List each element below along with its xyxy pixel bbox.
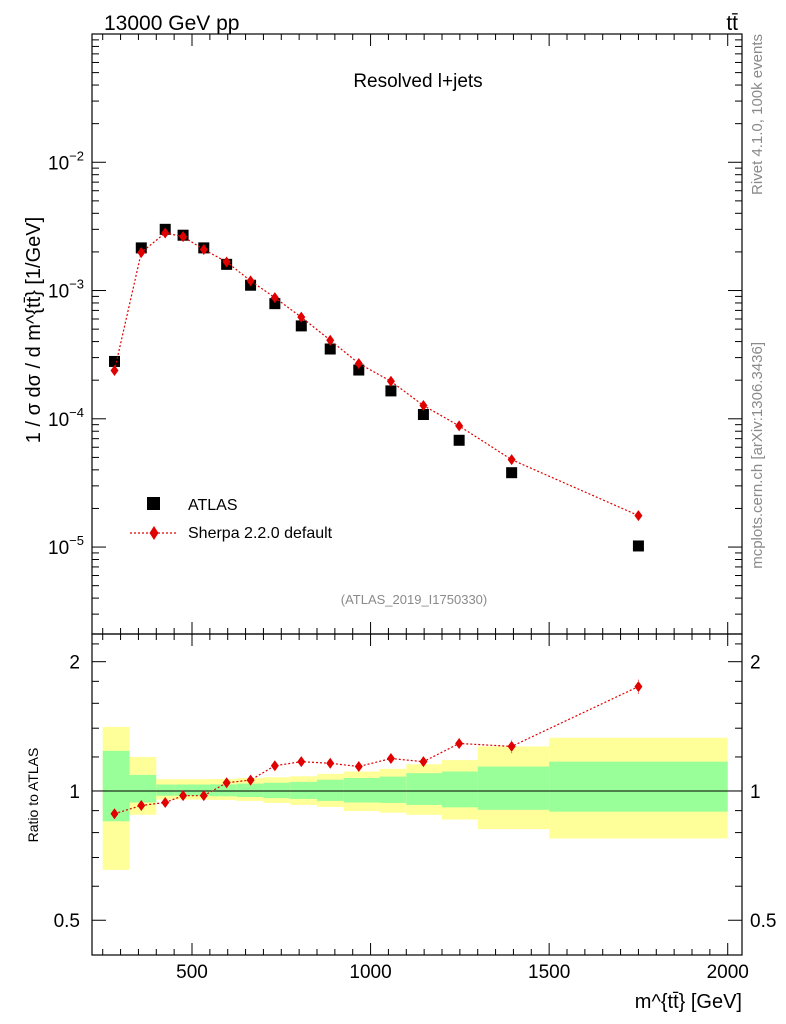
rivet-label: Rivet 4.1.0, 100k events: [749, 34, 766, 195]
atlas-data-point: [417, 409, 429, 421]
y-tick-label: 10−3: [48, 277, 84, 303]
sherpa-ratio-point: [179, 790, 188, 802]
stat-uncertainty-band: [477, 766, 550, 810]
stat-uncertainty-band: [379, 776, 407, 803]
sherpa-point: [137, 246, 146, 258]
legend-sherpa-marker: [149, 526, 159, 540]
atlas-data-point: [109, 355, 120, 367]
atlas-data-point: [632, 540, 644, 552]
x-tick-label: 2000: [707, 962, 749, 983]
legend-sherpa-label: Sherpa 2.2.0 default: [188, 525, 333, 542]
y-tick-label: 10−5: [48, 533, 84, 559]
ratio-frame: [91, 633, 743, 956]
atlas-data-point: [453, 434, 465, 446]
main-panel: Resolved l+jets (ATLAS_2019_I1750330) 1 …: [23, 33, 743, 635]
plot-title: Resolved l+jets: [353, 71, 482, 92]
sherpa-ratio-point: [419, 756, 428, 768]
sherpa-point: [634, 510, 643, 522]
sherpa-point: [179, 231, 188, 243]
analysis-watermark: (ATLAS_2019_I1750330): [341, 592, 487, 607]
sherpa-point: [419, 399, 428, 411]
process-label: tt̄: [726, 12, 738, 35]
y-axis-label: 1 / σ dσ / d m^{tt̄} [1/GeV]: [23, 217, 45, 443]
sherpa-ratio-point: [455, 737, 464, 749]
sherpa-ratio-point: [246, 774, 255, 786]
atlas-data-point: [353, 364, 365, 376]
stat-uncertainty-band: [343, 777, 380, 803]
legend: ATLAS Sherpa 2.2.0 default: [130, 497, 333, 542]
sherpa-point: [297, 311, 306, 323]
atlas-data-point: [385, 385, 397, 397]
stat-uncertainty-band: [549, 761, 728, 812]
sherpa-ratio-point: [137, 800, 146, 812]
sherpa-line: [113, 232, 639, 517]
sherpa-ratio-point: [297, 756, 306, 768]
stat-uncertainty-band: [174, 784, 192, 796]
sherpa-point: [199, 243, 208, 255]
x-tick-label: 500: [176, 962, 208, 983]
sherpa-point: [386, 375, 395, 387]
ratio-y-tick-label: 1: [69, 782, 80, 803]
ratio-y-axis-label: Ratio to ATLAS: [25, 748, 41, 843]
x-tick-label: 1000: [349, 962, 391, 983]
ratio-y-tick-label-right: 2: [750, 653, 761, 674]
ratio-panel: Ratio to ATLAS m^{tt̄} [GeV] 500 1000 1500…: [25, 633, 776, 1013]
stat-uncertainty-band: [156, 784, 175, 796]
sherpa-point: [246, 275, 255, 287]
atlas-data-point: [269, 298, 281, 310]
sherpa-point: [326, 334, 335, 346]
x-tick-label: 1500: [528, 962, 570, 983]
stat-uncertainty-band: [209, 784, 237, 797]
stat-uncertainty-band: [442, 771, 478, 808]
atlas-data-point: [506, 467, 518, 479]
sherpa-ratio-point: [222, 777, 231, 789]
legend-atlas-label: ATLAS: [188, 497, 238, 514]
sherpa-point: [270, 292, 279, 304]
sherpa-ratio-point: [507, 740, 516, 752]
sherpa-ratio-point: [634, 681, 643, 693]
stat-uncertainty-band: [236, 783, 264, 798]
sherpa-ratio-line: [114, 686, 639, 815]
legend-atlas-marker: [147, 497, 160, 510]
ratio-y-tick-label-right: 0.5: [750, 911, 776, 932]
stat-uncertainty-band: [290, 781, 317, 799]
y-tick-label: 10−2: [48, 148, 84, 174]
ratio-y-tick-label-right: 1: [750, 782, 761, 803]
sherpa-point: [507, 454, 516, 466]
sherpa-point: [110, 364, 119, 376]
stat-uncertainty-band: [102, 750, 130, 822]
sherpa-point: [354, 357, 363, 369]
atlas-data-point: [324, 343, 336, 355]
atlas-data-point: [295, 320, 307, 332]
sherpa-ratio-point: [199, 790, 208, 802]
stat-uncertainty-band: [317, 779, 344, 801]
sherpa-point: [455, 420, 464, 432]
sherpa-point: [222, 256, 231, 268]
ratio-y-tick-label: 2: [69, 653, 80, 674]
stat-uncertainty-band: [129, 774, 157, 803]
sherpa-ratio-point: [110, 808, 119, 820]
sherpa-ratio-point: [354, 761, 363, 773]
mcplots-label: mcplots.cern.ch [arXiv:1306.3436]: [749, 342, 766, 569]
sherpa-point: [161, 227, 170, 239]
beam-label: 13000 GeV pp: [104, 12, 239, 35]
sherpa-ratio-point: [161, 797, 170, 809]
ratio-y-tick-label: 0.5: [54, 911, 80, 932]
main-frame: [91, 33, 743, 635]
stat-uncertainty-band: [192, 784, 210, 796]
x-axis-label: m^{tt̄} [GeV]: [635, 991, 742, 1013]
y-tick-label: 10−4: [48, 405, 84, 431]
sherpa-ratio-point: [386, 753, 395, 765]
stat-uncertainty-band: [406, 773, 442, 805]
sherpa-ratio-point: [270, 760, 279, 772]
sherpa-ratio-point: [326, 757, 335, 769]
